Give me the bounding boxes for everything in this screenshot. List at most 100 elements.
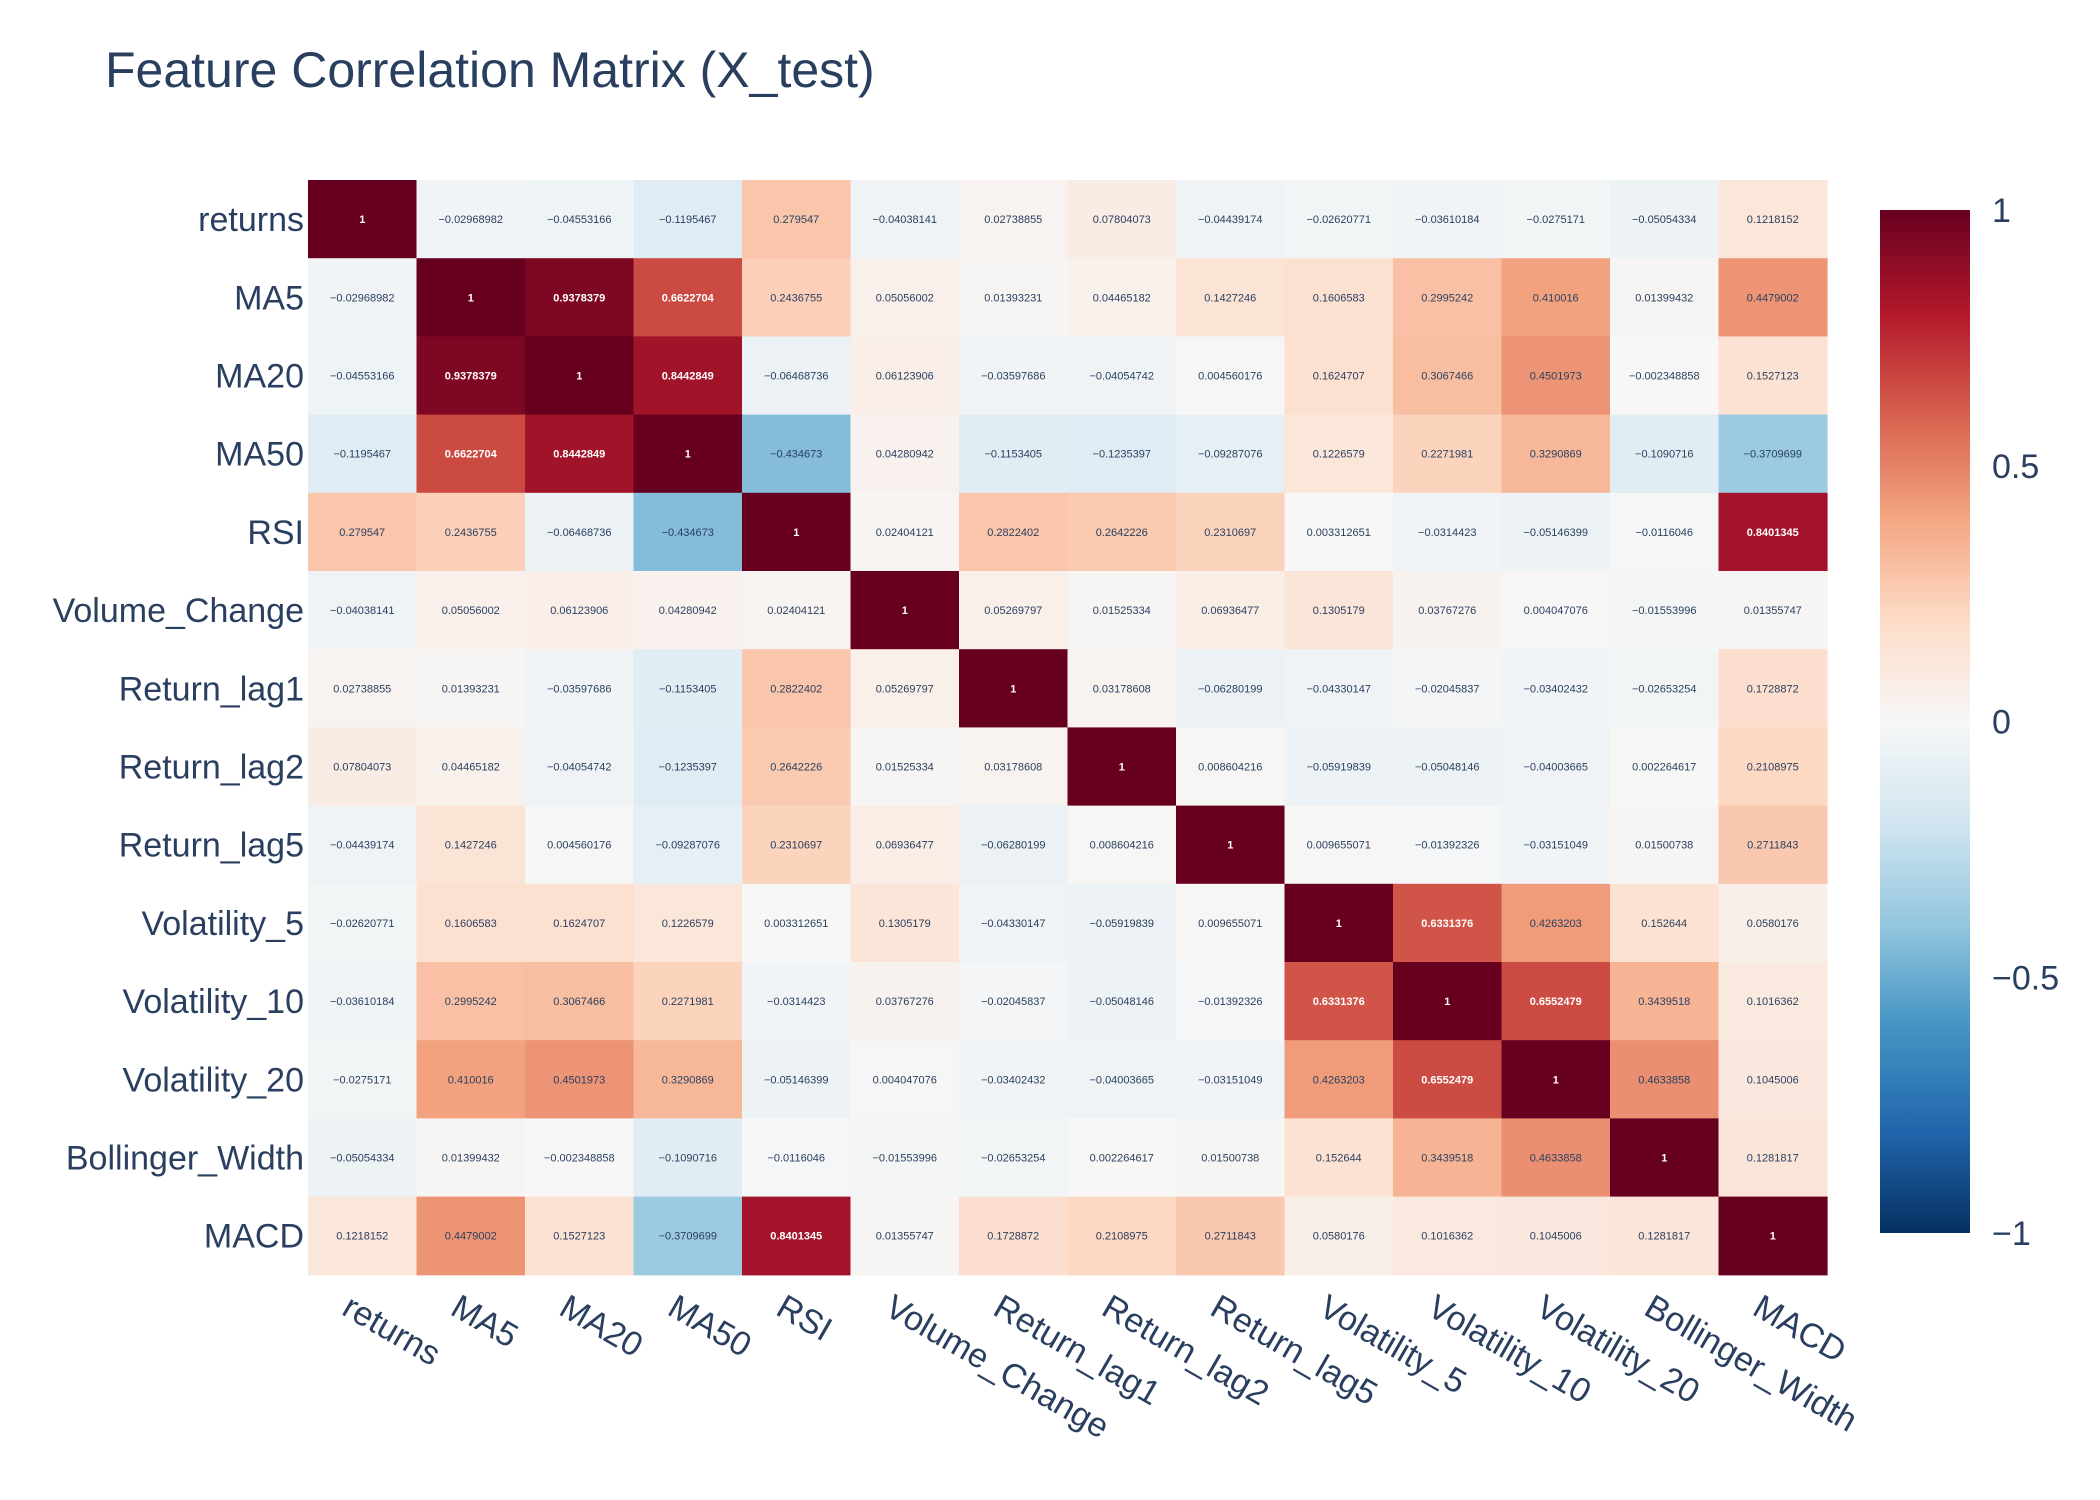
heatmap-cell-value: 0.6331376: [1421, 918, 1473, 930]
heatmap-cell-value: 0.152644: [1316, 1153, 1362, 1165]
heatmap-cell: [1501, 1040, 1611, 1119]
heatmap-cell: [525, 1196, 635, 1276]
heatmap-cell-value: 0.01399432: [442, 1153, 500, 1165]
heatmap-cell: [416, 492, 526, 572]
heatmap-cell-value: 0.04280942: [876, 449, 934, 461]
heatmap-cell-value: −0.002348858: [1629, 371, 1700, 383]
heatmap-cell: [633, 805, 743, 885]
heatmap-cell-value: 0.003312651: [764, 918, 828, 930]
heatmap-cell: [1284, 258, 1394, 337]
heatmap-cell-value: −0.1235397: [659, 762, 717, 774]
heatmap-cell: [1284, 805, 1394, 885]
heatmap-cell-value: 0.1016362: [1421, 1231, 1473, 1243]
heatmap-cell-value: 0.02738855: [333, 683, 391, 695]
heatmap-cell-value: −0.03597686: [547, 683, 612, 695]
heatmap-cell: [1610, 1196, 1720, 1276]
heatmap-cell: [1393, 649, 1503, 728]
heatmap-cell-value: 0.03767276: [1418, 605, 1476, 617]
heatmap-cell: [742, 649, 852, 728]
heatmap-cell-value: 0.279547: [773, 214, 819, 226]
heatmap-cell: [850, 258, 960, 337]
heatmap-cell: [1176, 1040, 1286, 1119]
heatmap-cell: [850, 180, 960, 259]
heatmap-cell-value: 0.05056002: [442, 605, 500, 617]
heatmap-cell-value: 0.1226579: [1313, 449, 1365, 461]
heatmap-cell: [1176, 727, 1286, 807]
heatmap-cell-value: −0.01392326: [1198, 996, 1263, 1008]
heatmap-cell: [959, 258, 1069, 337]
heatmap-cell-value: 0.004560176: [1198, 371, 1262, 383]
heatmap-cell-value: −0.0275171: [333, 1074, 391, 1086]
heatmap-cell-value: −0.0275171: [1527, 214, 1585, 226]
heatmap-cell-value: 0.2436755: [770, 292, 822, 304]
heatmap-cell-value: −0.09287076: [1198, 449, 1263, 461]
heatmap-cell: [850, 805, 960, 885]
heatmap-cell-value: −0.09287076: [655, 840, 720, 852]
heatmap-cell-value: 0.1527123: [553, 1231, 605, 1243]
heatmap-cell: [1610, 1118, 1720, 1198]
heatmap-cell: [308, 414, 418, 494]
heatmap-cell-value: −0.03151049: [1198, 1074, 1263, 1086]
heatmap-cell: [1393, 571, 1503, 650]
heatmap-cell: [1393, 336, 1503, 416]
heatmap-cell-value: 0.2310697: [1204, 527, 1256, 539]
heatmap-cell: [742, 1196, 852, 1276]
y-tick-label: MA5: [234, 279, 304, 317]
heatmap-cell-value: −0.1090716: [659, 1153, 717, 1165]
heatmap-cell-value: 0.0580176: [1313, 1231, 1365, 1243]
heatmap-cell-value: 0.01525334: [876, 762, 934, 774]
heatmap-cell-value: 0.6331376: [1313, 996, 1365, 1008]
heatmap-cell-value: 0.01393231: [984, 292, 1042, 304]
heatmap-cell: [1501, 258, 1611, 337]
heatmap-cell-value: −0.3709699: [659, 1231, 717, 1243]
heatmap-cell-value: 0.410016: [448, 1074, 494, 1086]
heatmap-cell: [1176, 336, 1286, 416]
heatmap-cell-value: −0.1235397: [1093, 449, 1151, 461]
heatmap-cell: [308, 649, 418, 728]
heatmap-cell-value: 0.1226579: [662, 918, 714, 930]
heatmap-cell: [1176, 258, 1286, 337]
heatmap-cell-value: 0.410016: [1533, 292, 1579, 304]
heatmap-cell: [1067, 962, 1177, 1041]
heatmap-cell-value: 0.01500738: [1635, 840, 1693, 852]
heatmap-cell: [416, 649, 526, 728]
heatmap-cell-value: 0.009655071: [1198, 918, 1262, 930]
x-tick-label: returns: [336, 1288, 447, 1374]
heatmap-cell: [959, 414, 1069, 494]
heatmap-cell: [1067, 727, 1177, 807]
heatmap-cell-value: 0.9378379: [445, 371, 497, 383]
heatmap-cell: [742, 1040, 852, 1119]
heatmap-cell-value: 0.06123906: [876, 371, 934, 383]
heatmap-cell: [308, 883, 418, 963]
heatmap-cell-value: 0.4479002: [1747, 292, 1799, 304]
heatmap-cell: [1610, 649, 1720, 728]
heatmap-cell-value: 0.3290869: [1530, 449, 1582, 461]
y-tick-label: returns: [198, 201, 304, 239]
heatmap-cell-value: 0.002264617: [1090, 1153, 1154, 1165]
colorbar-tick-labels: 1 0.5 0 −0.5 −1: [1992, 192, 2059, 1253]
heatmap-cell: [850, 414, 960, 494]
heatmap-cell: [1718, 180, 1828, 259]
heatmap-cell: [959, 492, 1069, 572]
heatmap-cell: [1284, 571, 1394, 650]
heatmap-cell: [1718, 1196, 1828, 1276]
heatmap-cell: [633, 1118, 743, 1198]
heatmap-cell: [1067, 180, 1177, 259]
heatmap-cell-value: 0.05269797: [876, 683, 934, 695]
heatmap-cell-value: 0.1728872: [987, 1231, 1039, 1243]
heatmap-cell-value: −0.05048146: [1089, 996, 1154, 1008]
heatmap-cell: [1284, 883, 1394, 963]
y-tick-label: Volatility_20: [123, 1061, 304, 1099]
y-tick-label: Volatility_5: [141, 905, 304, 943]
heatmap-cell: [1610, 1040, 1720, 1119]
heatmap-cell: [1501, 336, 1611, 416]
heatmap-cell-value: 0.1427246: [445, 840, 497, 852]
heatmap-cell-value: 0.02738855: [984, 214, 1042, 226]
heatmap-cell-value: 0.152644: [1641, 918, 1687, 930]
heatmap-cell-value: 0.02404121: [767, 605, 825, 617]
heatmap-cell-value: −0.04003665: [1523, 762, 1588, 774]
heatmap-cell: [959, 727, 1069, 807]
heatmap-cell-value: 0.2711843: [1205, 1231, 1256, 1243]
heatmap-cell-value: 0.4633858: [1638, 1074, 1690, 1086]
heatmap-cell: [416, 805, 526, 885]
